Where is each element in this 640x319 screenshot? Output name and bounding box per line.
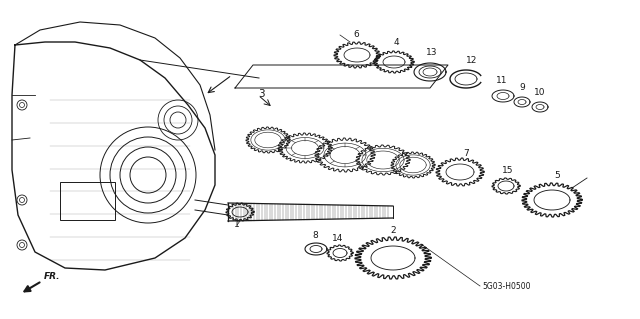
Text: 10: 10 — [534, 88, 546, 97]
Text: 8: 8 — [312, 231, 318, 240]
Text: 5G03-H0500: 5G03-H0500 — [482, 282, 531, 291]
Text: FR.: FR. — [44, 272, 61, 281]
Text: 13: 13 — [426, 48, 438, 57]
Text: 15: 15 — [502, 166, 514, 175]
Text: 14: 14 — [332, 234, 344, 243]
Text: 1: 1 — [234, 220, 240, 229]
Text: 2: 2 — [390, 226, 396, 235]
Text: 12: 12 — [467, 56, 477, 65]
Text: 9: 9 — [519, 83, 525, 92]
Text: 7: 7 — [463, 149, 469, 158]
Text: 11: 11 — [496, 76, 508, 85]
Text: 5: 5 — [554, 171, 560, 180]
Text: 4: 4 — [393, 38, 399, 47]
Text: 6: 6 — [353, 30, 359, 39]
Text: 3: 3 — [258, 89, 264, 99]
Bar — [60, 182, 115, 220]
